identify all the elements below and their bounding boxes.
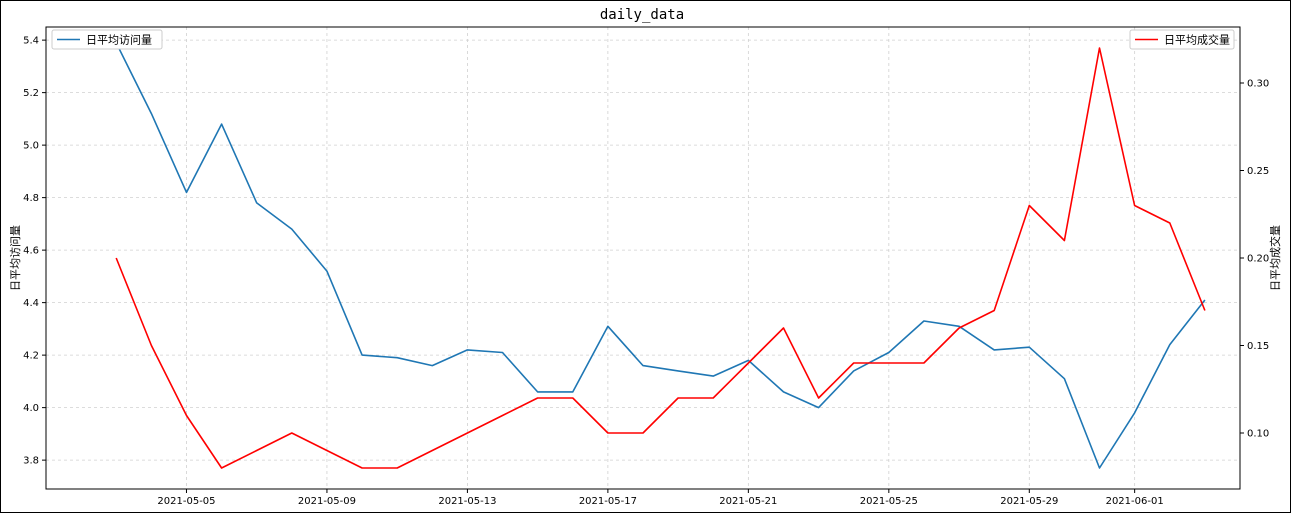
series-line-2 xyxy=(115,47,1206,469)
chart-title: daily_data xyxy=(600,7,684,23)
left-axis-title: 日平均访问量 xyxy=(9,225,22,291)
right-axis: 0.10 0.15 0.20 0.25 0.30 xyxy=(1240,79,1269,440)
grid xyxy=(46,27,1240,489)
x-tick-label: 2021-05-17 xyxy=(579,496,637,507)
x-tick-label: 2021-05-29 xyxy=(1000,496,1058,507)
right-tick-label: 0.20 xyxy=(1247,254,1269,265)
series-line-1 xyxy=(115,42,1206,469)
x-axis: 2021-05-05 2021-05-09 2021-05-13 2021-05-17… xyxy=(157,489,1164,507)
x-tick-label: 2021-06-01 xyxy=(1106,496,1164,507)
right-tick-label: 0.30 xyxy=(1247,79,1269,90)
plot-area xyxy=(45,26,1241,490)
x-tick-label: 2021-05-25 xyxy=(860,496,918,507)
right-tick-label: 0.25 xyxy=(1247,166,1269,177)
left-tick-label: 4.0 xyxy=(23,403,39,414)
left-tick-label: 4.6 xyxy=(23,246,39,257)
x-tick-label: 2021-05-21 xyxy=(719,496,777,507)
series-layer xyxy=(115,42,1206,469)
left-tick-label: 4.8 xyxy=(23,193,39,204)
left-axis: 3.8 4.0 4.2 4.4 4.6 4.8 5.0 5.2 5.4 xyxy=(23,36,46,467)
right-tick-label: 0.15 xyxy=(1247,341,1269,352)
left-tick-label: 3.8 xyxy=(23,456,39,467)
legend-left-label: 日平均访问量 xyxy=(86,34,152,47)
x-tick-label: 2021-05-13 xyxy=(438,496,496,507)
left-tick-label: 4.2 xyxy=(23,351,39,362)
legend-right: 日平均成交量 xyxy=(1129,29,1235,50)
left-tick-label: 5.0 xyxy=(23,141,39,152)
left-tick-label: 4.4 xyxy=(23,298,39,309)
legend-left: 日平均访问量 xyxy=(51,29,163,50)
x-tick-label: 2021-05-05 xyxy=(157,496,215,507)
left-tick-label: 5.4 xyxy=(23,36,39,47)
right-axis-title: 日平均成交量 xyxy=(1268,225,1282,291)
legend-right-label: 日平均成交量 xyxy=(1164,33,1230,47)
x-tick-label: 2021-05-09 xyxy=(298,496,356,507)
right-tick-label: 0.10 xyxy=(1247,429,1269,440)
left-tick-label: 5.2 xyxy=(23,88,39,99)
